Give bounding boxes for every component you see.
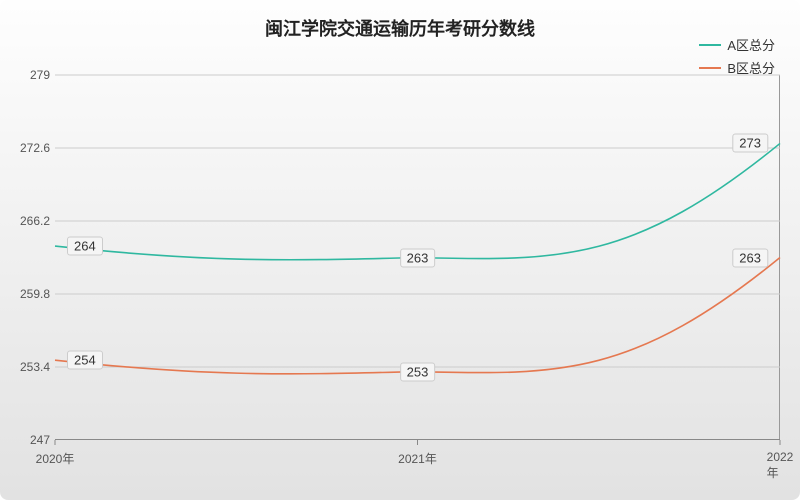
chart-container: 闽江学院交通运输历年考研分数线 A区总分B区总分 247253.4259.826… <box>0 0 800 500</box>
y-tick-label: 247 <box>5 433 50 447</box>
series-line <box>55 143 780 259</box>
x-tick-label: 2022年 <box>767 450 794 481</box>
data-label: 264 <box>67 237 103 256</box>
y-tick-label: 259.8 <box>5 287 50 301</box>
x-tick-label: 2021年 <box>398 450 437 467</box>
data-label: 254 <box>67 351 103 370</box>
data-label: 263 <box>732 248 768 267</box>
y-tick-label: 272.6 <box>5 141 50 155</box>
legend-label: A区总分 <box>727 35 775 54</box>
series-line <box>55 258 780 374</box>
y-tick-label: 266.2 <box>5 214 50 228</box>
legend-item: A区总分 <box>699 35 775 54</box>
legend-swatch <box>699 67 721 69</box>
data-label: 263 <box>400 248 436 267</box>
x-axis <box>55 439 780 440</box>
data-label: 273 <box>732 134 768 153</box>
y-tick-label: 253.4 <box>5 360 50 374</box>
x-tick-label: 2020年 <box>36 450 75 467</box>
legend-swatch <box>699 44 721 46</box>
y-tick-label: 279 <box>5 68 50 82</box>
chart-title: 闽江学院交通运输历年考研分数线 <box>265 15 535 41</box>
data-label: 253 <box>400 362 436 381</box>
